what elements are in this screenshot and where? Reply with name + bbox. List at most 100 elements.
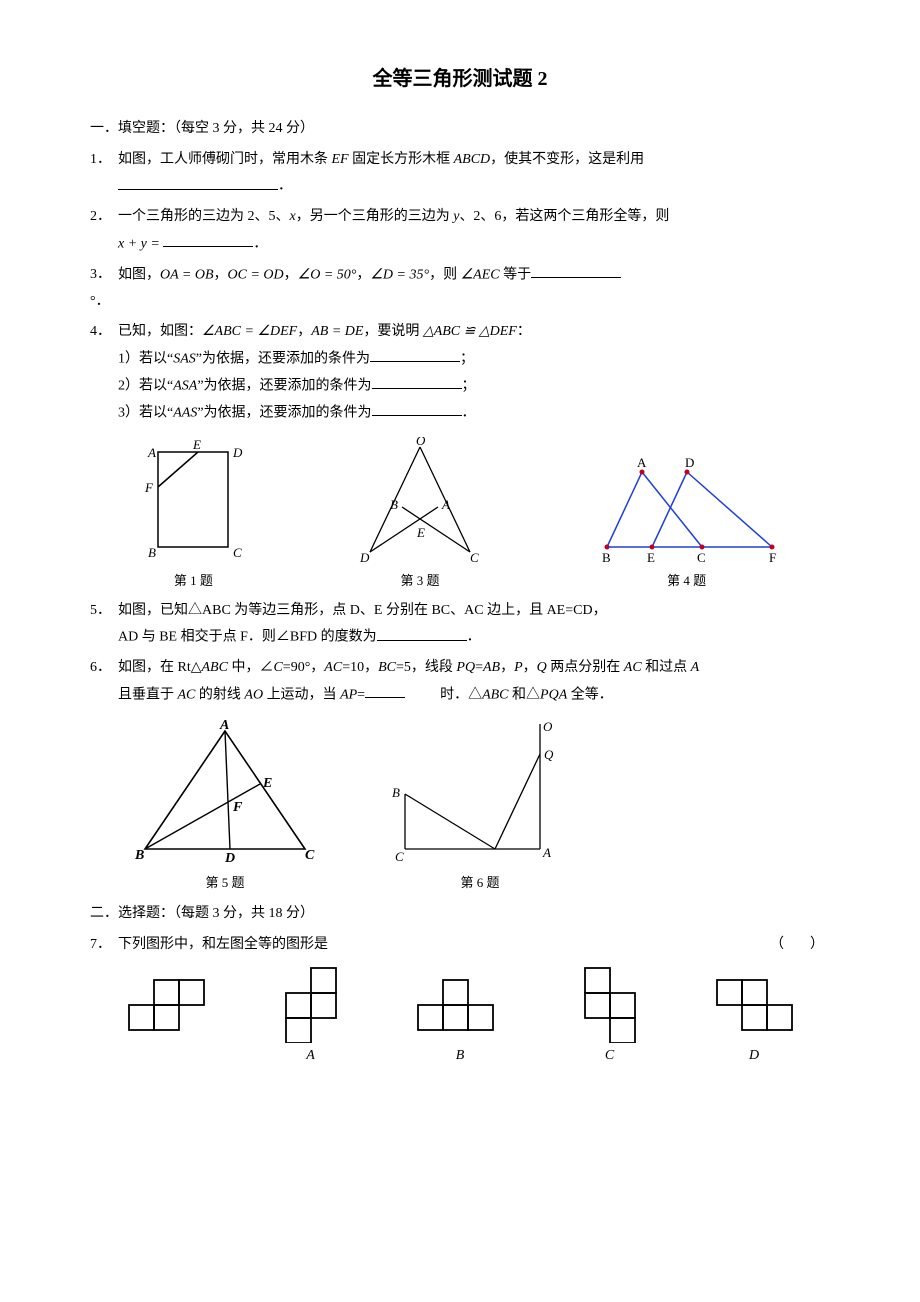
q4-s2c: ”为依据，还要添加的条件为 bbox=[197, 378, 371, 393]
svg-text:B: B bbox=[148, 545, 156, 560]
q5-blank bbox=[377, 624, 467, 640]
q6-text-g: ， bbox=[523, 660, 537, 675]
q4-s1b: SAS bbox=[173, 351, 196, 366]
q7-opt-a: A bbox=[271, 963, 351, 1070]
q5-line2b: ． bbox=[467, 630, 481, 645]
q1-text-b: 固定长方形木框 bbox=[349, 152, 454, 167]
q3-eq2: OC = OD bbox=[228, 267, 284, 282]
q7-opt-d-svg bbox=[707, 963, 802, 1043]
q7-opt-d-label: D bbox=[707, 1043, 802, 1070]
q7-opt-c: C bbox=[570, 963, 650, 1070]
figure-row-2: A E F B D C 第 5 题 O Q B C A 第 6 题 bbox=[130, 719, 830, 896]
q6-line2a: 且垂直于 bbox=[118, 687, 178, 702]
q4-s1c: ”为依据，还要添加的条件为 bbox=[196, 351, 370, 366]
q4-blank3 bbox=[372, 400, 462, 416]
q7-paren: （ ） bbox=[770, 932, 830, 959]
figure-5-svg: A E F B D C bbox=[130, 719, 320, 869]
q6-c: C bbox=[273, 660, 282, 675]
q4-s1a: 1）若以“ bbox=[118, 351, 173, 366]
q6-text-h: 两点分别在 bbox=[547, 660, 624, 675]
q7-opt-c-svg bbox=[570, 963, 650, 1043]
q6-ac: AC bbox=[324, 660, 342, 675]
q4-eq2: AB = DE bbox=[311, 324, 363, 339]
q6-text-c: =90°， bbox=[283, 660, 325, 675]
q7-num: 7． bbox=[90, 932, 118, 959]
q1-text-c: ，使其不变形，这是利用 bbox=[490, 152, 644, 167]
q7-opt-b: B bbox=[408, 963, 513, 1070]
q3-body: 如图，OA = OB，OC = OD，∠O = 50°，∠D = 35°，则 ∠… bbox=[118, 262, 830, 289]
q4-s2a: 2）若以“ bbox=[118, 378, 173, 393]
svg-text:A: A bbox=[441, 497, 450, 512]
q4-text-b: ，要说明 bbox=[363, 324, 423, 339]
svg-text:F: F bbox=[232, 800, 243, 815]
svg-text:A: A bbox=[219, 719, 229, 733]
svg-text:D: D bbox=[359, 550, 370, 565]
q1-num: 1． bbox=[90, 147, 118, 201]
q3-sep2: ， bbox=[284, 267, 298, 282]
question-3: 3． 如图，OA = OB，OC = OD，∠O = 50°，∠D = 35°，… bbox=[90, 262, 830, 289]
svg-text:A: A bbox=[542, 845, 551, 860]
q3-aec: ∠AEC bbox=[461, 267, 500, 282]
q4-body: 已知，如图：∠ABC = ∠DEF，AB = DE，要说明 △ABC ≌ △DE… bbox=[118, 319, 830, 427]
q6-num: 6． bbox=[90, 655, 118, 709]
figure-6-caption: 第 6 题 bbox=[380, 871, 580, 896]
q4-s3d: ． bbox=[462, 405, 476, 420]
q4-tri: △ABC ≌ △DEF bbox=[423, 324, 517, 339]
q6-ab: AB bbox=[483, 660, 500, 675]
q6-eq: = bbox=[475, 660, 483, 675]
q6-line2c: 上运动，当 bbox=[263, 687, 340, 702]
figure-4-caption: 第 4 题 bbox=[587, 569, 787, 594]
q3-text-b: ，则 bbox=[429, 267, 461, 282]
q6-text-b: 中，∠ bbox=[228, 660, 274, 675]
q2-xy: x + y = bbox=[118, 236, 160, 251]
q6-ac3: AC bbox=[178, 687, 196, 702]
q7-opt-a-label: A bbox=[271, 1043, 351, 1070]
q3-text-a: 如图， bbox=[118, 267, 160, 282]
q2-text-b: ，另一个三角形的三边为 bbox=[296, 209, 454, 224]
q7-opt-c-label: C bbox=[570, 1043, 650, 1070]
svg-text:E: E bbox=[416, 525, 425, 540]
svg-text:C: C bbox=[470, 550, 479, 565]
q4-s3b: AAS bbox=[173, 405, 197, 420]
page-title: 全等三角形测试题 2 bbox=[90, 60, 830, 98]
q7-opt-b-svg bbox=[408, 963, 513, 1043]
svg-text:O: O bbox=[543, 719, 553, 734]
figure-row-1: A E D F B C 第 1 题 O B A E D C 第 3 题 bbox=[90, 437, 830, 594]
q6-line2e: 时．△ bbox=[440, 687, 482, 702]
q2-text-a: 一个三角形的三边为 2、5、 bbox=[118, 209, 290, 224]
q7-ref bbox=[119, 963, 214, 1070]
q7-opt-d: D bbox=[707, 963, 802, 1070]
q4-s3a: 3）若以“ bbox=[118, 405, 173, 420]
svg-text:D: D bbox=[685, 455, 694, 470]
figure-5: A E F B D C 第 5 题 bbox=[130, 719, 320, 896]
question-4: 4． 已知，如图：∠ABC = ∠DEF，AB = DE，要说明 △ABC ≌ … bbox=[90, 319, 830, 427]
question-7: 7． 下列图形中，和左图全等的图形是 （ ） bbox=[90, 932, 830, 959]
q3-text-c: 等于 bbox=[500, 267, 532, 282]
q7-text: 下列图形中，和左图全等的图形是 bbox=[118, 937, 328, 952]
q3-ang1: ∠O = 50° bbox=[298, 267, 357, 282]
q5-num: 5． bbox=[90, 598, 118, 652]
q7-body: 下列图形中，和左图全等的图形是 （ ） bbox=[118, 932, 830, 959]
q4-eq1: ∠ABC = ∠DEF bbox=[202, 324, 297, 339]
figure-3-caption: 第 3 题 bbox=[340, 569, 500, 594]
q4-num: 4． bbox=[90, 319, 118, 427]
q6-pqa: PQA bbox=[540, 687, 567, 702]
q3-sep1: ， bbox=[214, 267, 228, 282]
figure-1-caption: 第 1 题 bbox=[133, 569, 253, 594]
svg-text:B: B bbox=[392, 785, 400, 800]
q7-opt-b-label: B bbox=[408, 1043, 513, 1070]
q3-ang2: ∠D = 35° bbox=[370, 267, 429, 282]
q5-body: 如图，已知△ABC 为等边三角形，点 D、E 分别在 BC、AC 边上，且 AE… bbox=[118, 598, 830, 652]
q1-ef: EF bbox=[332, 152, 349, 167]
q1-text-a: 如图，工人师傅砌门时，常用木条 bbox=[118, 152, 332, 167]
svg-text:F: F bbox=[769, 550, 776, 565]
q4-s1d: ； bbox=[460, 351, 474, 366]
figure-6-svg: O Q B C A bbox=[380, 719, 580, 869]
q5-line1: 如图，已知△ABC 为等边三角形，点 D、E 分别在 BC、AC 边上，且 AE… bbox=[118, 603, 607, 618]
q6-abc: ABC bbox=[202, 660, 228, 675]
q6-bc: BC bbox=[378, 660, 396, 675]
q6-line2b: 的射线 bbox=[195, 687, 244, 702]
q3-blank bbox=[531, 262, 621, 278]
question-5: 5． 如图，已知△ABC 为等边三角形，点 D、E 分别在 BC、AC 边上，且… bbox=[90, 598, 830, 652]
question-1: 1． 如图，工人师傅砌门时，常用木条 EF 固定长方形木框 ABCD，使其不变形… bbox=[90, 147, 830, 201]
